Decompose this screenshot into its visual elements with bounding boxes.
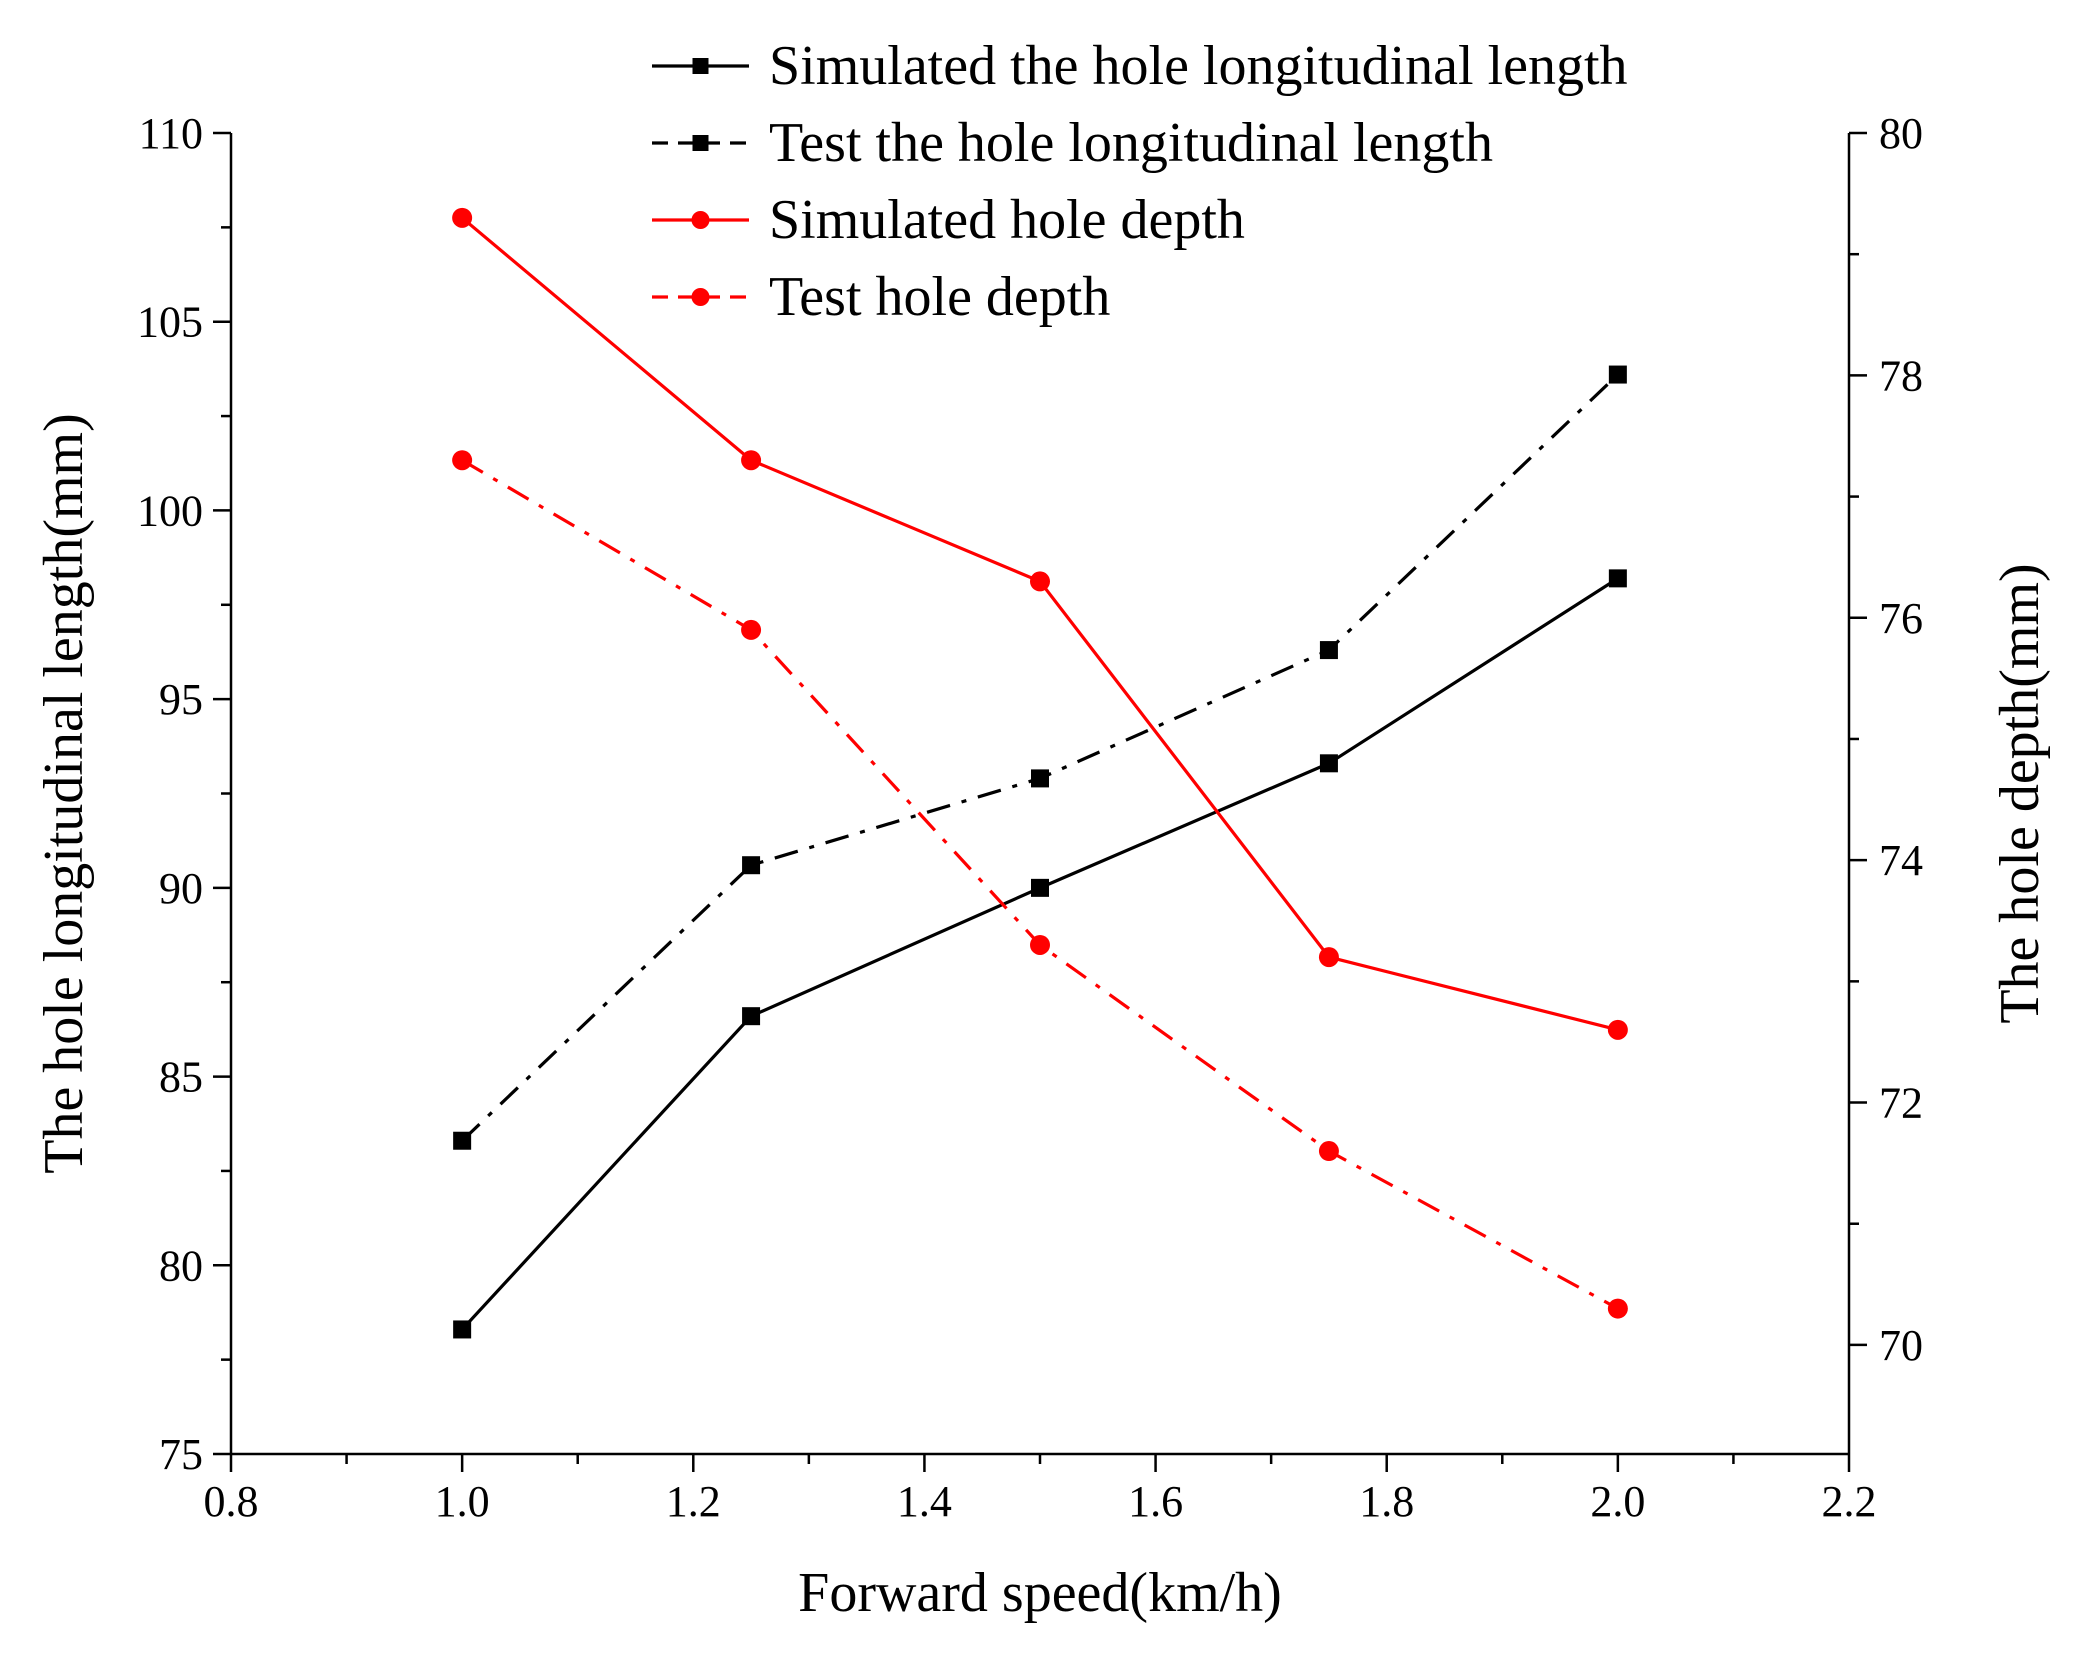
x-tick-label: 1.2: [666, 1477, 721, 1526]
y-right-tick-label: 72: [1879, 1079, 1923, 1128]
legend: Simulated the hole longitudinal length Te…: [652, 35, 1628, 328]
data-point-s4-4: [1318, 1141, 1339, 1162]
legend-label-2: Test the hole longitudinal length: [769, 112, 1493, 174]
data-point-s4-2: [741, 619, 762, 640]
data-point-s3-4: [1318, 947, 1339, 968]
y-left-tick-label: 75: [159, 1430, 203, 1479]
y-right-tick-label: 80: [1879, 109, 1923, 158]
legend-label-4: Test hole depth: [769, 266, 1110, 328]
y-left-tick-label: 90: [159, 864, 203, 913]
legend-marker-4: [691, 288, 710, 306]
x-axis-title: Forward speed(km/h): [798, 1562, 1282, 1624]
x-tick-label: 1.6: [1128, 1477, 1183, 1526]
data-point-s3-1: [452, 207, 473, 228]
y-left-tick-label: 105: [137, 298, 203, 347]
data-point-s3-3: [1030, 571, 1050, 592]
x-tick-label: 2.0: [1590, 1477, 1645, 1526]
y-right-tick-label: 78: [1879, 351, 1923, 400]
series-group: [452, 207, 1628, 1339]
data-point-s2-5: [1608, 365, 1627, 384]
x-tick-label: 1.8: [1359, 1477, 1414, 1526]
data-point-s3-2: [741, 450, 762, 471]
data-point-s1-4: [1319, 754, 1338, 773]
y-left-tick-label: 100: [137, 486, 203, 535]
legend-marker-3: [691, 211, 710, 229]
series-line-3: [461, 216, 1619, 1032]
axes-group: 0.8 1.0 1.2 1.4 1.6 1.8 2.0 2.2 75 80 85 90 95 100 105…: [33, 109, 2051, 1624]
legend-label-3: Simulated hole depth: [769, 189, 1245, 251]
data-point-s1-1: [453, 1320, 472, 1339]
data-point-s1-2: [742, 1007, 761, 1026]
y-left-tick-label: 85: [159, 1053, 203, 1102]
data-point-s2-4: [1319, 641, 1338, 660]
y-right-tick-label: 70: [1879, 1321, 1923, 1370]
x-tick-label: 0.8: [204, 1477, 259, 1526]
x-tick-label: 1.4: [897, 1477, 952, 1526]
x-tick-label: 2.2: [1822, 1477, 1877, 1526]
y-left-tick-label: 80: [159, 1241, 203, 1290]
legend-marker-1: [692, 58, 709, 74]
data-point-s4-5: [1607, 1298, 1628, 1319]
y-right-tick-label: 76: [1879, 594, 1923, 643]
y-right-tick-label: 74: [1879, 836, 1923, 885]
legend-marker-2: [692, 135, 709, 151]
legend-label-1: Simulated the hole longitudinal length: [769, 35, 1628, 97]
data-point-s2-1: [453, 1131, 472, 1150]
y-axis-right-title: The hole depth(mm): [1989, 563, 2051, 1023]
data-point-s1-3: [1031, 878, 1049, 897]
data-point-s4-1: [452, 450, 473, 471]
data-point-s3-5: [1607, 1019, 1628, 1040]
data-point-s1-5: [1608, 569, 1627, 588]
y-left-tick-label: 110: [139, 109, 203, 158]
data-point-s2-2: [742, 856, 761, 875]
data-point-s2-3: [1031, 769, 1049, 788]
y-left-tick-label: 95: [159, 675, 203, 724]
y-axis-left-title: The hole longitudinal length(mm): [33, 413, 95, 1174]
x-tick-label: 1.0: [435, 1477, 490, 1526]
series-line-2: [461, 373, 1619, 1142]
data-point-s4-3: [1030, 934, 1050, 955]
